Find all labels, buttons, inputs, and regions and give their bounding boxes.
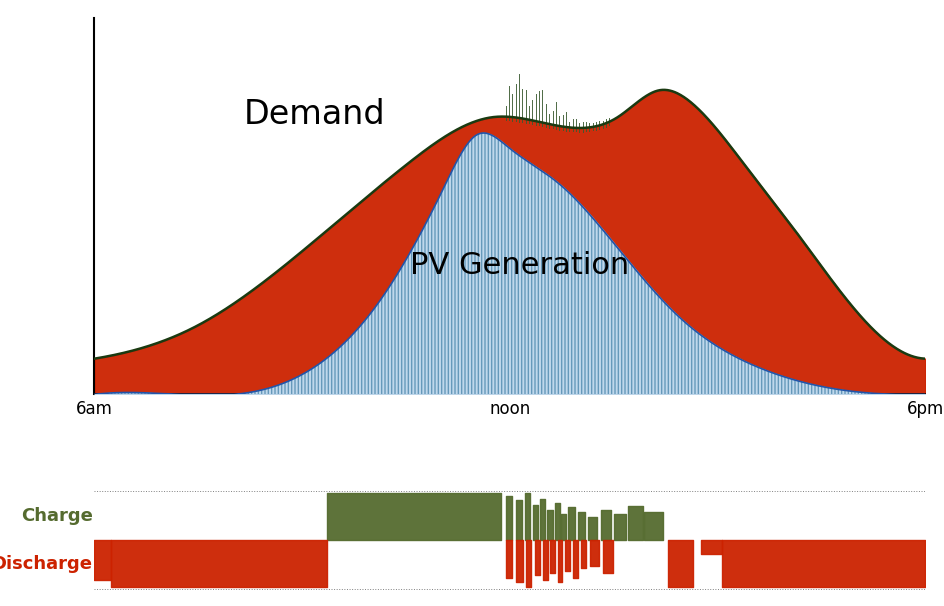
Text: Charge: Charge xyxy=(21,507,93,525)
Text: Discharge: Discharge xyxy=(0,554,93,573)
Text: Demand: Demand xyxy=(244,98,385,130)
Text: PV Generation: PV Generation xyxy=(410,251,630,280)
